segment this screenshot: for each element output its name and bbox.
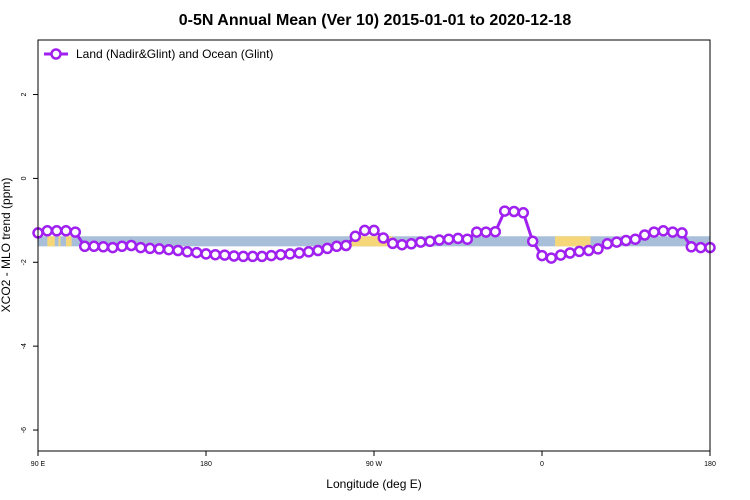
data-point bbox=[228, 250, 240, 262]
data-point bbox=[405, 238, 418, 250]
data-point bbox=[498, 205, 511, 217]
y-tick-label: -2 bbox=[21, 259, 28, 265]
data-point bbox=[116, 240, 128, 253]
x-tick-label: 90 E bbox=[31, 461, 46, 468]
data-point bbox=[601, 238, 614, 250]
data-point bbox=[480, 226, 492, 238]
data-point bbox=[265, 249, 278, 262]
data-point bbox=[694, 241, 707, 254]
data-point bbox=[442, 233, 455, 245]
data-point bbox=[452, 232, 464, 245]
legend: Land (Nadir&Glint) and Ocean (Glint) bbox=[44, 47, 273, 61]
data-point bbox=[172, 244, 184, 257]
data-point bbox=[582, 244, 595, 257]
legend-label: Land (Nadir&Glint) and Ocean (Glint) bbox=[76, 47, 273, 61]
data-point bbox=[629, 233, 642, 245]
data-point bbox=[302, 246, 315, 258]
data-point bbox=[685, 241, 698, 253]
data-point bbox=[610, 236, 623, 248]
y-tick-label: -6 bbox=[21, 427, 28, 433]
data-point bbox=[648, 226, 660, 238]
data-point bbox=[134, 241, 147, 254]
data-point bbox=[349, 230, 362, 243]
data-point bbox=[162, 243, 175, 256]
data-point bbox=[190, 246, 203, 259]
data-point bbox=[293, 247, 306, 259]
data-point bbox=[274, 248, 287, 261]
data-point bbox=[358, 224, 371, 237]
land-band-segment bbox=[47, 236, 55, 247]
data-point bbox=[526, 235, 539, 248]
y-tick-label: -4 bbox=[21, 343, 28, 349]
x-tick-label: 180 bbox=[200, 461, 212, 468]
data-point bbox=[657, 225, 670, 237]
data-point bbox=[97, 241, 110, 253]
data-point bbox=[60, 225, 72, 237]
data-point bbox=[218, 249, 231, 261]
data-point bbox=[424, 235, 436, 248]
data-point bbox=[340, 239, 352, 252]
data-point bbox=[144, 242, 156, 255]
data-point bbox=[573, 245, 586, 258]
data-point bbox=[41, 225, 54, 237]
x-axis-label: Longitude (deg E) bbox=[326, 477, 421, 491]
data-point bbox=[620, 234, 632, 247]
data-point bbox=[489, 225, 502, 238]
data-point bbox=[396, 238, 408, 251]
land-band-segment bbox=[555, 236, 591, 247]
data-point bbox=[386, 237, 399, 250]
data-point bbox=[508, 205, 520, 218]
data-point bbox=[312, 244, 324, 257]
y-tick-label: 0 bbox=[21, 176, 28, 180]
data-point bbox=[592, 243, 604, 255]
data-point bbox=[554, 249, 567, 261]
data-point bbox=[181, 246, 194, 258]
y-tick-label: 2 bbox=[21, 92, 28, 96]
data-point bbox=[88, 240, 100, 253]
data-point bbox=[321, 242, 334, 255]
data-point bbox=[414, 236, 427, 248]
data-point bbox=[209, 248, 222, 261]
data-point bbox=[564, 247, 576, 259]
data-point bbox=[200, 248, 212, 260]
data-point bbox=[368, 224, 380, 237]
land-band-segment bbox=[351, 236, 393, 247]
data-point bbox=[377, 232, 390, 244]
data-point bbox=[638, 229, 651, 241]
data-point bbox=[536, 249, 548, 262]
y-axis-label: XCO2 - MLO trend (ppm) bbox=[0, 178, 13, 313]
x-tick-label: 180 bbox=[704, 461, 716, 468]
x-tick-label: 90 W bbox=[366, 461, 383, 468]
data-point bbox=[69, 226, 82, 238]
data-point bbox=[284, 248, 296, 260]
data-point bbox=[676, 227, 688, 239]
data-point bbox=[106, 241, 119, 254]
data-point bbox=[246, 250, 259, 263]
data-point bbox=[517, 207, 530, 219]
data-point bbox=[330, 240, 343, 253]
data-point bbox=[50, 225, 63, 237]
data-point bbox=[433, 234, 446, 246]
data-point bbox=[666, 226, 679, 238]
data-point bbox=[545, 252, 558, 264]
data-point bbox=[256, 250, 268, 263]
data-point bbox=[237, 250, 250, 263]
data-point bbox=[153, 243, 166, 255]
chart-title: 0-5N Annual Mean (Ver 10) 2015-01-01 to … bbox=[179, 12, 572, 29]
land-band-segment bbox=[66, 236, 72, 247]
legend-point-marker bbox=[50, 48, 62, 60]
data-point bbox=[461, 233, 474, 245]
data-point bbox=[78, 240, 91, 253]
x-tick-label: 0 bbox=[540, 461, 544, 468]
data-point bbox=[470, 226, 483, 238]
data-point bbox=[125, 239, 138, 252]
land-band-segment bbox=[58, 236, 61, 247]
